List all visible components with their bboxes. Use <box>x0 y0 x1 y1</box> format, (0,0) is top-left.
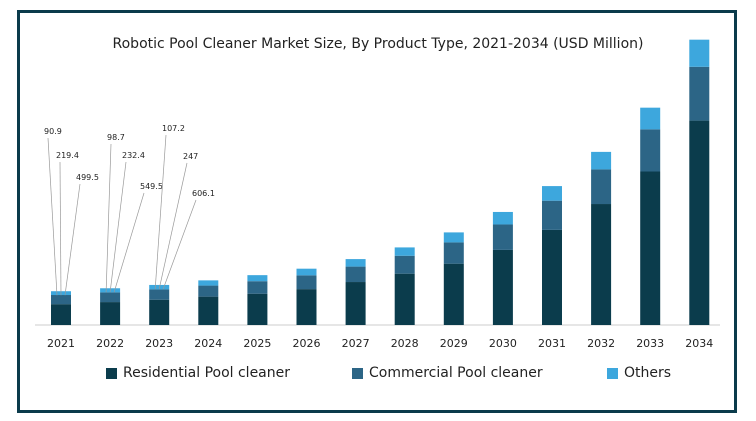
data-label: 499.5 <box>76 173 99 182</box>
data-label-leader <box>158 162 188 290</box>
bar-2031-series-2 <box>542 200 562 230</box>
data-label: 219.4 <box>56 151 79 160</box>
bar-2022-series-1 <box>100 302 121 325</box>
legend-swatch <box>607 367 618 379</box>
x-tick-label: 2021 <box>47 337 75 350</box>
x-tick-label: 2024 <box>194 337 222 350</box>
x-tick-label: 2033 <box>636 337 664 350</box>
x-tick-label: 2032 <box>587 337 615 350</box>
bar-2032-series-2 <box>591 169 612 205</box>
bar-2023-series-2 <box>149 289 170 300</box>
bar-2025-series-3 <box>247 275 268 282</box>
bar-2027-series-2 <box>345 266 366 283</box>
data-label: 98.7 <box>107 133 125 142</box>
data-label-leader <box>59 161 62 296</box>
bar-2032-series-1 <box>591 204 612 325</box>
legend-label: Others <box>624 365 672 381</box>
bar-2033-series-1 <box>640 171 661 325</box>
bar-2022-series-2 <box>100 292 121 303</box>
bar-2031-series-3 <box>542 186 562 201</box>
bar-2023-series-3 <box>149 284 170 290</box>
chart-frame <box>17 10 737 413</box>
bar-2023-series-1 <box>149 299 170 325</box>
bar-2028-series-1 <box>394 273 415 325</box>
legend-swatch <box>352 367 363 379</box>
bar-2030-series-2 <box>492 224 513 250</box>
data-label-leader <box>109 161 127 293</box>
legend-swatch <box>106 367 117 379</box>
bar-2029-series-1 <box>443 263 464 325</box>
x-tick-label: 2025 <box>243 337 271 350</box>
bar-2026-series-1 <box>296 289 317 325</box>
chart-title: Robotic Pool Cleaner Market Size, By Pro… <box>112 36 644 52</box>
bar-2024-series-1 <box>198 296 219 325</box>
x-tick-label: 2034 <box>685 337 713 350</box>
bar-2030-series-1 <box>492 249 513 325</box>
legend-item: Others <box>607 365 671 381</box>
bar-2034-series-2 <box>689 66 710 121</box>
legend-item: Residential Pool cleaner <box>106 365 290 381</box>
bar-2028-series-2 <box>394 255 415 274</box>
data-label: 107.2 <box>162 124 185 133</box>
bar-2027-series-1 <box>345 282 366 325</box>
data-label-leader <box>162 199 197 290</box>
data-label: 232.4 <box>122 151 145 160</box>
bar-2024-series-3 <box>198 280 219 286</box>
x-tick-label: 2028 <box>391 337 419 350</box>
bar-2021-series-2 <box>51 295 71 305</box>
legend-label: Residential Pool cleaner <box>123 365 291 381</box>
bar-2021-series-1 <box>51 304 71 325</box>
x-tick-label: 2022 <box>96 337 124 350</box>
bar-2034-series-1 <box>689 120 710 325</box>
x-tick-label: 2027 <box>342 337 370 350</box>
bar-2028-series-3 <box>394 247 415 256</box>
bar-2033-series-2 <box>640 129 661 172</box>
x-tick-label: 2030 <box>489 337 517 350</box>
chart-legend: Residential Pool cleaner Commercial Pool … <box>0 365 756 387</box>
data-label: 90.9 <box>44 127 62 136</box>
bar-2026-series-3 <box>296 268 317 276</box>
data-label-leader <box>105 143 112 293</box>
x-tick-label: 2031 <box>538 337 566 350</box>
x-tick-label: 2026 <box>293 337 321 350</box>
legend-item: Commercial Pool cleaner <box>352 365 543 381</box>
bar-2031-series-1 <box>542 229 562 325</box>
data-label: 549.5 <box>140 182 163 191</box>
data-label: 606.1 <box>192 189 215 198</box>
bar-2025-series-1 <box>247 293 268 325</box>
data-label-leader <box>47 137 58 296</box>
bar-2027-series-3 <box>345 259 366 267</box>
x-tick-label: 2029 <box>440 337 468 350</box>
bar-2030-series-3 <box>492 211 513 225</box>
bar-2026-series-2 <box>296 275 317 290</box>
legend-label: Commercial Pool cleaner <box>369 365 543 381</box>
data-label: 247 <box>183 152 198 161</box>
bar-2029-series-2 <box>443 242 464 264</box>
bar-2032-series-3 <box>591 151 612 170</box>
bar-2034-series-3 <box>689 39 710 67</box>
bar-2029-series-3 <box>443 232 464 243</box>
data-label-leader <box>113 192 145 293</box>
x-tick-label: 2023 <box>145 337 173 350</box>
bar-2033-series-3 <box>640 107 661 130</box>
bar-2025-series-2 <box>247 281 268 294</box>
data-label-leader <box>64 183 81 296</box>
bar-2024-series-2 <box>198 285 219 297</box>
data-label-leader <box>154 134 167 289</box>
